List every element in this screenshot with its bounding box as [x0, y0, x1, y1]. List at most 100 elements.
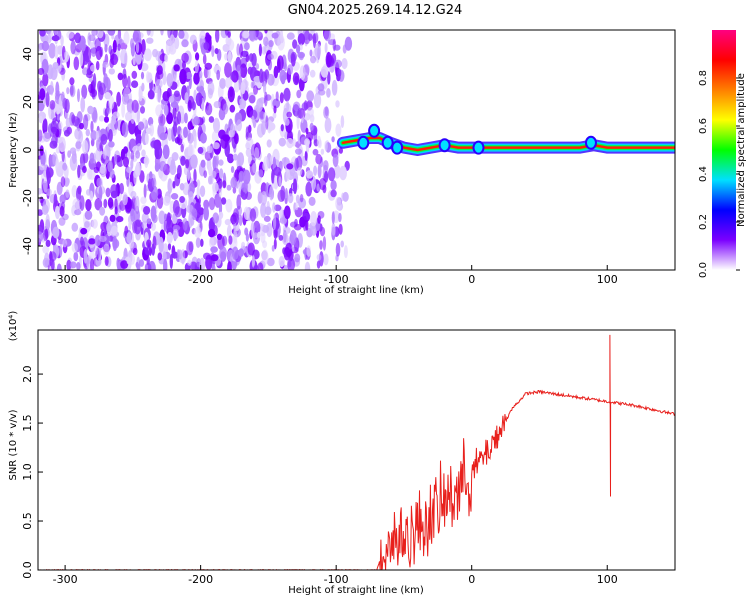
- x-tick-label: -200: [188, 273, 213, 286]
- noise-speck: [53, 30, 59, 35]
- noise-speck: [69, 84, 74, 96]
- noise-speck: [51, 35, 60, 42]
- noise-speck: [315, 153, 323, 165]
- noise-speck: [103, 243, 110, 256]
- noise-speck: [38, 209, 43, 216]
- noise-speck: [59, 205, 65, 217]
- noise-speck: [64, 51, 67, 60]
- noise-speck: [188, 212, 193, 229]
- noise-speck: [58, 217, 66, 226]
- noise-speck: [273, 204, 282, 212]
- noise-speck: [89, 152, 95, 164]
- noise-speck: [335, 100, 340, 108]
- noise-speck: [193, 72, 200, 85]
- colorbar: 0.0 0.2 0.4 0.6 0.8 Normalized spectral ampl…: [698, 30, 747, 278]
- noise-speck: [70, 40, 76, 55]
- noise-speck: [119, 182, 124, 195]
- noise-speck: [130, 150, 135, 162]
- noise-speck: [157, 252, 163, 261]
- noise-speck: [114, 153, 118, 166]
- noise-speck: [104, 92, 111, 100]
- noise-speck: [135, 41, 140, 54]
- signal-knot: [584, 135, 597, 150]
- noise-speck: [95, 45, 103, 61]
- noise-speck: [200, 159, 206, 168]
- noise-speck: [137, 121, 145, 131]
- colorbar-tick-label: 0.0: [698, 262, 709, 278]
- noise-speck: [162, 91, 171, 102]
- noise-speck: [52, 62, 59, 70]
- noise-speck: [71, 242, 79, 253]
- noise-speck: [317, 215, 321, 224]
- noise-speck: [341, 58, 348, 70]
- noise-speck: [211, 264, 216, 270]
- noise-speck: [283, 87, 291, 102]
- noise-speck: [168, 95, 175, 103]
- noise-speck: [292, 178, 298, 194]
- noise-speck: [325, 51, 332, 68]
- noise-speck: [127, 75, 131, 90]
- noise-speck: [62, 239, 68, 248]
- noise-speck: [252, 162, 257, 174]
- noise-speck: [157, 194, 164, 209]
- noise-speck: [120, 260, 129, 269]
- noise-speck: [230, 214, 237, 225]
- colorbar-tick-label: 0.2: [698, 214, 709, 230]
- noise-speck: [109, 169, 115, 179]
- noise-speck: [50, 81, 54, 96]
- noise-speck: [150, 222, 156, 231]
- noise-speck: [292, 39, 298, 49]
- noise-speck: [96, 30, 104, 39]
- noise-speck: [56, 45, 64, 55]
- noise-speck: [285, 242, 293, 257]
- noise-speck: [327, 167, 336, 182]
- noise-speck: [151, 243, 155, 256]
- noise-speck: [248, 30, 257, 42]
- noise-speck: [218, 159, 224, 166]
- noise-speck: [340, 240, 345, 248]
- noise-speck: [106, 222, 112, 233]
- noise-speck: [226, 39, 235, 51]
- noise-speck: [96, 177, 102, 188]
- noise-speck: [167, 128, 172, 141]
- noise-speck: [80, 227, 88, 235]
- noise-speck: [144, 132, 149, 145]
- spectrogram-y-axis: -40 -20 0 20 40: [21, 47, 43, 255]
- noise-speck: [52, 226, 60, 239]
- noise-speck: [309, 122, 314, 131]
- noise-speck: [267, 53, 274, 61]
- noise-speck: [108, 95, 115, 110]
- noise-speck: [209, 236, 215, 248]
- noise-speck: [262, 240, 268, 249]
- noise-speck: [219, 246, 228, 261]
- noise-speck: [273, 166, 282, 176]
- noise-speck: [143, 206, 151, 215]
- noise-speck: [179, 196, 186, 203]
- noise-speck: [249, 109, 258, 120]
- noise-speck: [129, 254, 135, 265]
- snr-panel: -300 -200 -100 0 100 0.0 0.5 1.0 1.5 2.0 Height …: [8, 311, 676, 596]
- noise-speck: [184, 146, 192, 160]
- noise-speck: [227, 86, 235, 103]
- noise-speck: [95, 60, 100, 71]
- noise-speck: [278, 234, 284, 241]
- noise-speck: [338, 212, 342, 223]
- noise-speck: [91, 47, 97, 58]
- noise-speck: [99, 142, 103, 152]
- noise-speck: [138, 259, 145, 267]
- snr-y-label: SNR (10 * v/v): [8, 409, 19, 480]
- noise-speck: [146, 218, 152, 225]
- noise-speck: [38, 115, 43, 124]
- noise-speck: [253, 85, 258, 95]
- snr-x-label: Height of straight line (km): [288, 585, 424, 596]
- colorbar-tick-label: 0.4: [698, 166, 709, 182]
- noise-speck: [121, 121, 129, 138]
- noise-speck: [304, 150, 308, 161]
- noise-speck: [99, 165, 106, 174]
- noise-speck: [128, 221, 132, 230]
- noise-speck: [305, 139, 310, 153]
- noise-speck: [84, 210, 93, 221]
- noise-speck: [269, 185, 274, 201]
- noise-speck: [212, 142, 220, 150]
